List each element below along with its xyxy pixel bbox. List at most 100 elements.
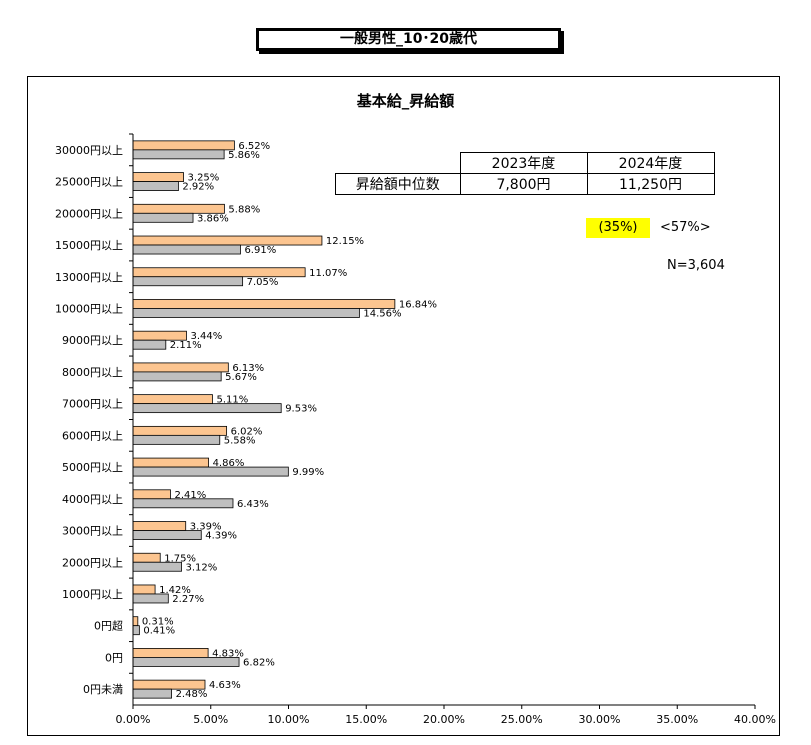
category-label: 7000円以上 xyxy=(62,398,123,411)
bar xyxy=(132,530,202,540)
data-label: 2.92% xyxy=(182,182,214,193)
bar xyxy=(132,235,323,246)
bar xyxy=(132,267,306,278)
data-label: 4.63% xyxy=(209,680,241,691)
category-label: 13000円以上 xyxy=(55,271,123,284)
category-label: 4000円以上 xyxy=(62,493,123,506)
data-label: 3.86% xyxy=(197,213,229,224)
bar xyxy=(132,616,139,627)
data-label: 1.42% xyxy=(159,585,191,596)
bar xyxy=(132,394,213,405)
bar xyxy=(132,688,172,699)
median-raise-table: 2023年度 2024年度 昇給額中位数 7,800円 11,250円 xyxy=(335,152,715,195)
category-label: 30000円以上 xyxy=(55,144,123,157)
data-label: 5.58% xyxy=(224,435,256,446)
category-label: 0円 xyxy=(105,651,123,664)
bar xyxy=(132,362,229,373)
x-tick-label: 20.00% xyxy=(423,713,465,726)
x-tick-label: 30.00% xyxy=(579,713,621,726)
data-label: 12.15% xyxy=(326,236,364,247)
x-tick-label: 5.00% xyxy=(193,713,228,726)
x-tick-label: 15.00% xyxy=(345,713,387,726)
bar xyxy=(132,584,156,595)
category-label: 1000円以上 xyxy=(62,588,123,601)
category-label: 0円未満 xyxy=(83,683,123,696)
chart-title: 基本給_昇給額 xyxy=(356,92,455,110)
table-value-2024: 11,250円 xyxy=(586,173,715,195)
category-label: 3000円以上 xyxy=(62,525,123,538)
bar xyxy=(132,276,244,287)
data-label: 6.91% xyxy=(244,245,276,256)
data-label: 3.12% xyxy=(186,562,218,573)
data-label: 6.52% xyxy=(238,141,270,152)
data-label: 5.67% xyxy=(225,372,257,383)
bar xyxy=(132,140,235,151)
category-label: 6000円以上 xyxy=(62,429,123,442)
bar xyxy=(132,339,167,350)
data-label: 6.13% xyxy=(232,363,264,374)
category-label: 5000円以上 xyxy=(62,461,123,474)
bar xyxy=(132,498,234,509)
data-label: 5.88% xyxy=(228,204,260,215)
data-label: 9.53% xyxy=(285,404,317,415)
data-label: 5.11% xyxy=(216,395,248,406)
data-label: 5.86% xyxy=(228,150,260,161)
highlight-percent: (35%) xyxy=(586,218,650,238)
category-label: 20000円以上 xyxy=(55,207,123,220)
bar xyxy=(132,466,289,477)
bar xyxy=(132,561,182,572)
bar xyxy=(132,679,206,690)
data-label: 6.82% xyxy=(243,657,275,668)
bar xyxy=(132,172,184,182)
bar xyxy=(132,521,187,531)
data-label: 2.11% xyxy=(170,340,202,351)
category-label: 8000円以上 xyxy=(62,366,123,379)
bar xyxy=(132,434,221,445)
x-tick-label: 25.00% xyxy=(501,713,543,726)
data-label: 2.27% xyxy=(172,594,204,605)
bar xyxy=(132,625,140,636)
data-label: 9.99% xyxy=(292,467,324,478)
data-label: 4.83% xyxy=(212,648,244,659)
bar xyxy=(132,489,171,500)
bar xyxy=(132,457,209,468)
sample-size: N=3,604 xyxy=(667,258,725,273)
chart-frame xyxy=(27,76,780,736)
data-label: 6.02% xyxy=(231,426,263,437)
data-label: 0.41% xyxy=(143,626,175,637)
data-label: 3.39% xyxy=(190,522,222,533)
data-label: 3.25% xyxy=(188,173,220,184)
bar xyxy=(132,299,396,309)
data-label: 11.07% xyxy=(309,268,347,279)
category-label: 10000円以上 xyxy=(55,302,123,315)
bar xyxy=(132,308,360,318)
bar xyxy=(132,371,222,382)
category-label: 25000円以上 xyxy=(55,176,123,189)
table-value-2023: 7,800円 xyxy=(459,173,588,195)
data-label: 4.86% xyxy=(213,458,245,469)
page-banner: 一般男性_10･20歳代 xyxy=(256,28,561,51)
percent-note: <57%> xyxy=(660,220,711,235)
category-label: 0円超 xyxy=(94,619,123,633)
bar xyxy=(132,212,194,223)
data-label: 4.39% xyxy=(205,531,237,542)
x-tick-label: 40.00% xyxy=(734,713,776,726)
bar xyxy=(132,425,228,436)
category-label: 15000円以上 xyxy=(55,239,123,252)
data-label: 0.31% xyxy=(142,617,174,628)
data-label: 2.41% xyxy=(174,490,206,501)
data-label: 16.84% xyxy=(399,299,437,310)
bar xyxy=(132,149,225,160)
bar xyxy=(132,657,240,667)
x-tick-label: 10.00% xyxy=(268,713,310,726)
bar xyxy=(132,330,187,341)
data-label: 14.56% xyxy=(363,308,401,319)
bar xyxy=(132,593,169,604)
bar xyxy=(132,552,161,563)
bar xyxy=(132,403,282,414)
data-label: 2.48% xyxy=(176,689,208,700)
category-label: 9000円以上 xyxy=(62,334,123,347)
data-label: 3.44% xyxy=(190,331,222,342)
x-tick-label: 0.00% xyxy=(116,713,151,726)
bar xyxy=(132,181,179,191)
